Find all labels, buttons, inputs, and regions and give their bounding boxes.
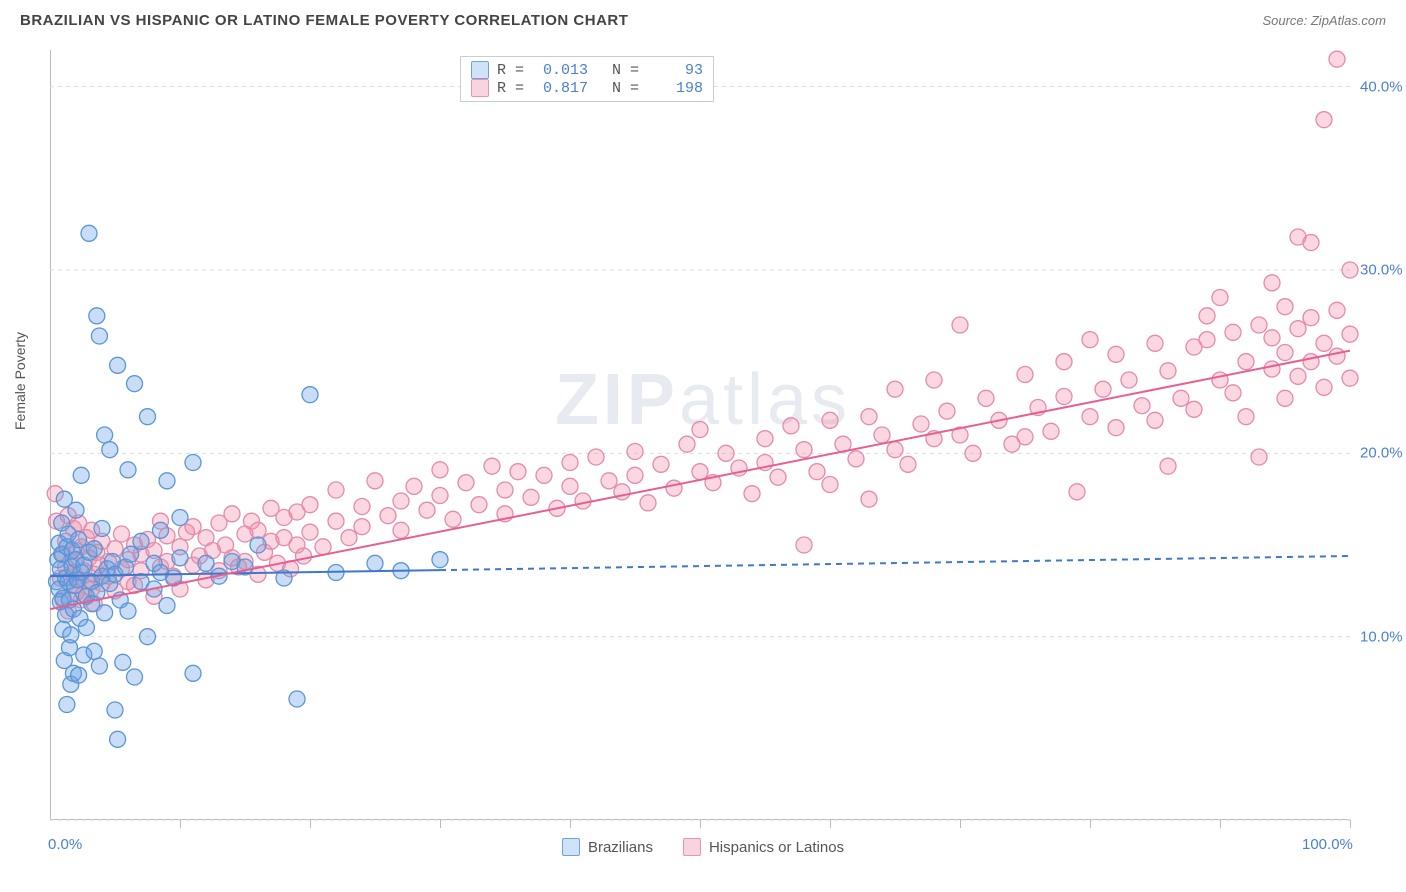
y-axis-tick-label: 10.0% [1360,628,1403,645]
series-legend: Brazilians Hispanics or Latinos [0,838,1406,856]
x-axis-tick [1350,820,1351,828]
source-credit: Source: ZipAtlas.com [1262,13,1386,28]
legend-hispanics-label: Hispanics or Latinos [709,839,844,856]
x-axis-tick [310,820,311,828]
swatch-hispanics-icon [683,838,701,856]
y-axis-label: Female Poverty [12,332,28,430]
stats-legend: R = 0.013 N = 93 R = 0.817 N = 198 [460,56,714,102]
scatter-plot [50,50,1350,820]
x-axis-tick [1090,820,1091,828]
chart-title: BRAZILIAN VS HISPANIC OR LATINO FEMALE P… [20,12,628,29]
y-axis-tick-label: 30.0% [1360,262,1403,279]
swatch-brazilians [471,61,489,79]
x-axis-tick [1220,820,1221,828]
x-axis-tick [180,820,181,828]
x-axis-tick [830,820,831,828]
y-axis-tick-label: 20.0% [1360,445,1403,462]
x-axis-tick [700,820,701,828]
x-axis-tick [570,820,571,828]
swatch-hispanics [471,79,489,97]
x-axis-tick [440,820,441,828]
x-axis-tick [960,820,961,828]
swatch-brazilians-icon [562,838,580,856]
legend-brazilians-label: Brazilians [588,839,653,856]
y-axis-tick-label: 40.0% [1360,78,1403,95]
